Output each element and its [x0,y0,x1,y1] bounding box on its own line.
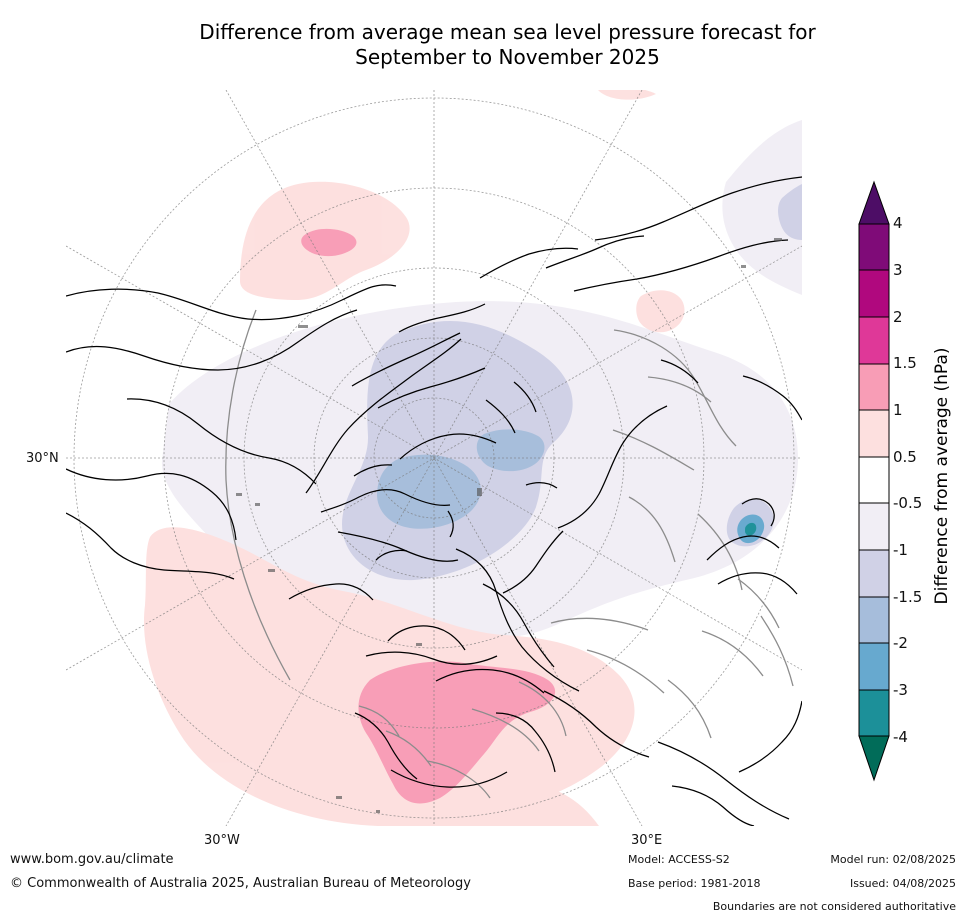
graticule [66,90,802,826]
greenland-negative-anomaly [377,454,481,529]
issued-text: Issued: 04/08/2025 [849,877,956,890]
legend-band-3-4 [858,223,890,271]
africa-positive-anomaly-lower [398,782,599,826]
north-pacific-negative-anomaly-medium [778,184,802,240]
islands-fragments [236,238,782,813]
legend-cap-bottom [858,735,890,782]
arctic-positive-anomaly-top [598,90,656,100]
country-boundaries [225,309,794,799]
meridian-135e [66,245,802,671]
chart-title-line-1: Difference from average mean sea level p… [199,20,816,44]
map-panel [66,90,802,826]
legend-tick-0.5: 0.5 [893,448,917,466]
legend-tick-4: 4 [893,214,903,232]
meridian-45w [225,90,643,826]
legend-tick-neg-2: -2 [893,634,908,652]
legend-band-2-3 [858,269,890,318]
legend-band-neg-2-3 [858,642,890,691]
legend-tick-neg-0.5: -0.5 [893,494,923,512]
legend-band-1.5-2 [858,316,890,365]
legend-tick-neg-1.5: -1.5 [893,588,923,606]
meridian-45e [225,90,643,826]
legend-tick-1: 1 [893,401,903,419]
legend-tick-neg-1: -1 [893,541,908,559]
legend-title: Difference from average (hPa) [932,347,952,605]
base-period-text: Base period: 1981-2018 [628,877,761,890]
pressure-shading [144,90,802,826]
north-pacific-positive-anomaly-center [301,228,357,257]
europe-positive-anomaly [358,661,556,804]
polar-map [66,90,802,826]
legend-tick-3: 3 [893,261,903,279]
legend-band-neg-1-1.5 [858,549,890,598]
north-pacific-negative-anomaly [722,120,802,295]
longitude-label-30w: 30°W [204,833,240,848]
longitude-label-30e: 30°E [631,833,663,848]
legend-tick-2: 2 [893,308,903,326]
legend-band-neutral [858,456,890,504]
chart-title: Difference from average mean sea level p… [120,20,895,70]
chart-title-line-2: September to November 2025 [355,45,660,69]
legend-tick-neg-3: -3 [893,681,908,699]
legend-band-1-1.5 [858,363,890,411]
legend-cap-top [858,180,890,225]
scandinavia-negative-anomaly [476,429,545,472]
coastlines [66,176,802,826]
latitude-label-30n: 30°N [26,451,59,466]
east-asia-negative-anomaly-strongest [745,522,757,536]
legend-band-neg-0.5-1 [858,502,890,551]
legend-band-0.5-1 [858,409,890,458]
model-text: Model: ACCESS-S2 [628,853,730,866]
website-link-text: www.bom.gov.au/climate [10,852,174,867]
legend-band-neg-3-4 [858,689,890,737]
model-run-text: Model run: 02/08/2025 [830,853,956,866]
legend-colorbar [858,180,890,782]
legend-tick-1.5: 1.5 [893,354,917,372]
disclaimer-text: Boundaries are not considered authoritat… [712,900,956,913]
legend-tick-neg-4: -4 [893,728,908,746]
legend-band-neg-1.5-2 [858,596,890,644]
copyright-text: © Commonwealth of Australia 2025, Austra… [10,876,471,891]
legend: 4 3 2 1.5 1 0.5 -0.5 -1 -1.5 -2 -3 -4 [856,180,965,782]
